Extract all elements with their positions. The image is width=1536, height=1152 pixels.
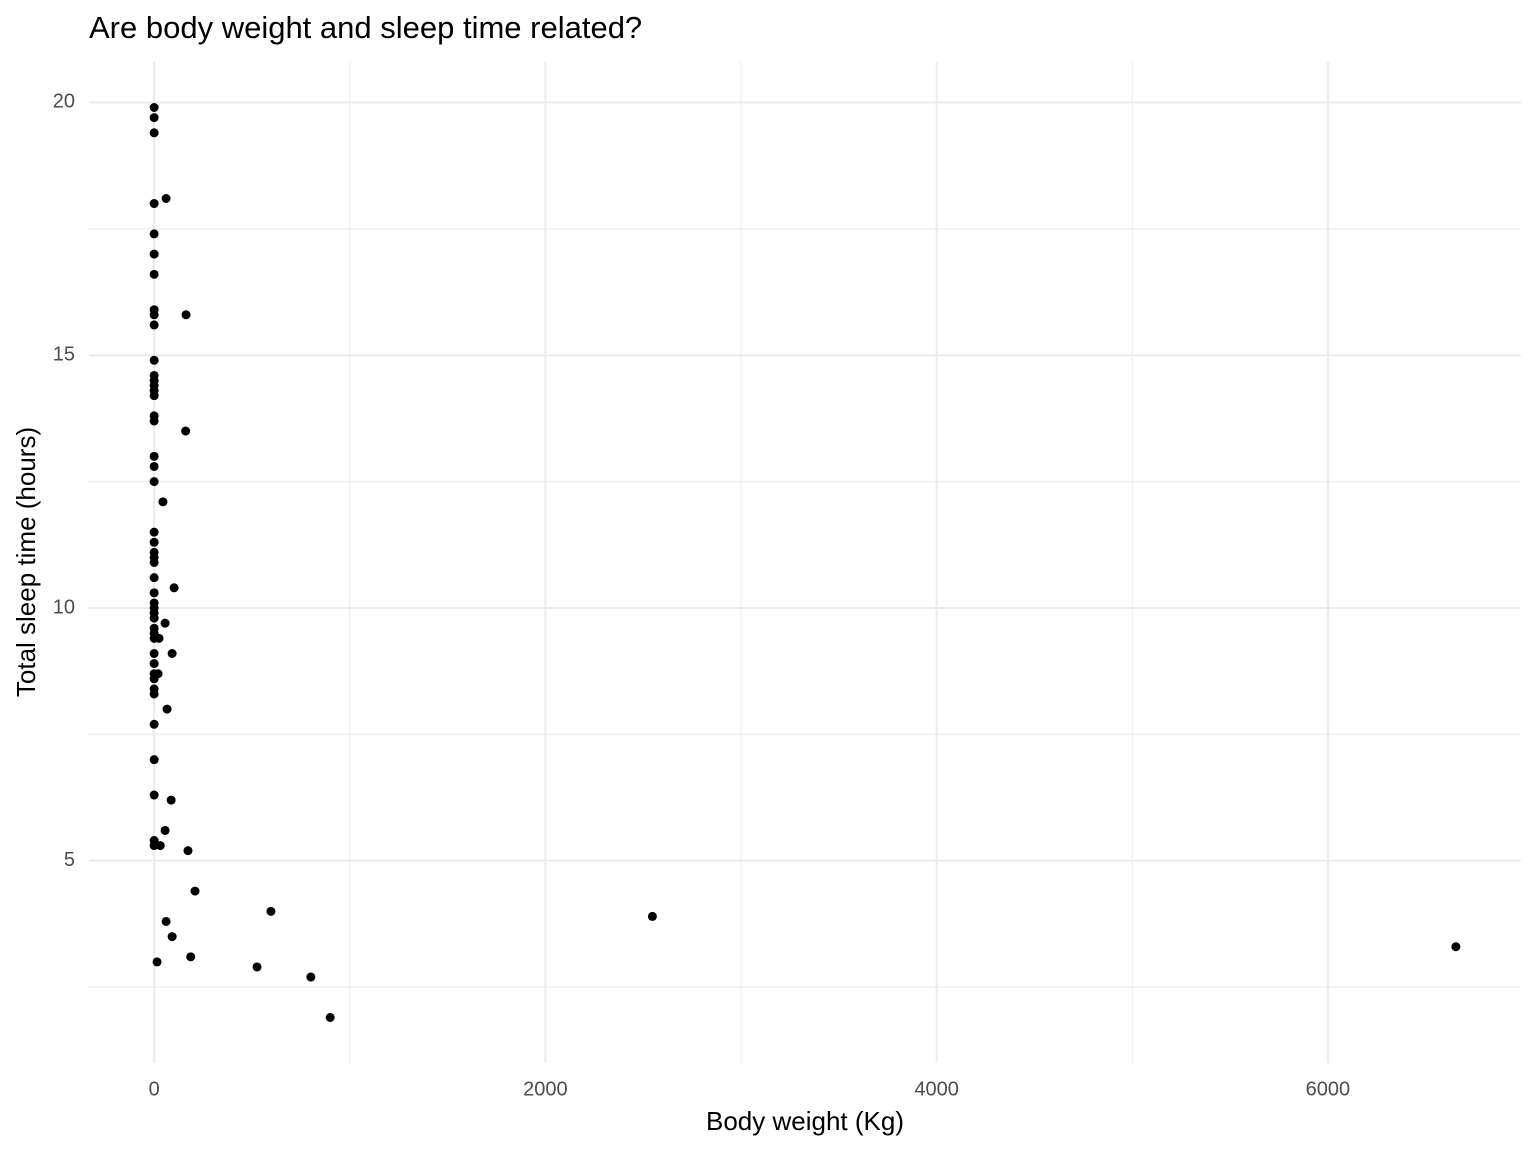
point [152, 957, 162, 967]
point [155, 841, 165, 851]
y-tick-label: 20 [53, 91, 75, 113]
point [149, 790, 159, 800]
point [149, 613, 159, 623]
point [160, 618, 170, 628]
point [149, 588, 159, 598]
point [149, 755, 159, 765]
x-tick-label: 4000 [914, 1078, 959, 1100]
point [160, 825, 170, 835]
point [149, 689, 159, 699]
point [166, 795, 176, 805]
y-tick-label: 5 [64, 849, 75, 871]
y-tick-label: 10 [53, 596, 75, 618]
point [169, 583, 179, 593]
point [149, 416, 159, 426]
point [149, 527, 159, 537]
x-tick-label: 6000 [1306, 1078, 1351, 1100]
point [149, 269, 159, 279]
point [149, 355, 159, 365]
point [149, 477, 159, 487]
grid [89, 62, 1521, 1063]
point [161, 916, 171, 926]
point [647, 911, 657, 921]
point [162, 704, 172, 714]
point [167, 932, 177, 942]
point [149, 719, 159, 729]
point [154, 633, 164, 643]
chart-title: Are body weight and sleep time related? [89, 10, 642, 45]
y-tick-label: 15 [53, 344, 75, 366]
point [149, 103, 159, 112]
point [149, 249, 159, 259]
point [186, 952, 196, 962]
point [190, 886, 200, 896]
point [149, 674, 159, 684]
point [306, 972, 316, 982]
y-axis-title: Total sleep time (hours) [11, 427, 41, 697]
point [149, 558, 159, 567]
x-tick-label: 2000 [523, 1078, 568, 1100]
point [149, 649, 159, 658]
point [167, 649, 177, 658]
point [266, 906, 276, 916]
point [158, 497, 168, 507]
point [181, 426, 191, 436]
point [149, 128, 159, 138]
x-axis-title: Body weight (Kg) [706, 1106, 904, 1136]
point [149, 391, 159, 401]
point [1451, 942, 1461, 952]
point [149, 573, 159, 583]
point [149, 310, 159, 320]
point [149, 320, 159, 330]
point [149, 199, 159, 209]
point [149, 659, 159, 669]
point [181, 310, 191, 320]
point [149, 537, 159, 547]
point [161, 194, 171, 203]
point [149, 229, 159, 239]
point [149, 461, 159, 471]
point [149, 451, 159, 461]
point [183, 846, 193, 856]
x-tick-label: 0 [149, 1078, 160, 1100]
point [149, 113, 159, 123]
points [149, 103, 1461, 1022]
point [325, 1013, 335, 1022]
point [252, 962, 262, 972]
